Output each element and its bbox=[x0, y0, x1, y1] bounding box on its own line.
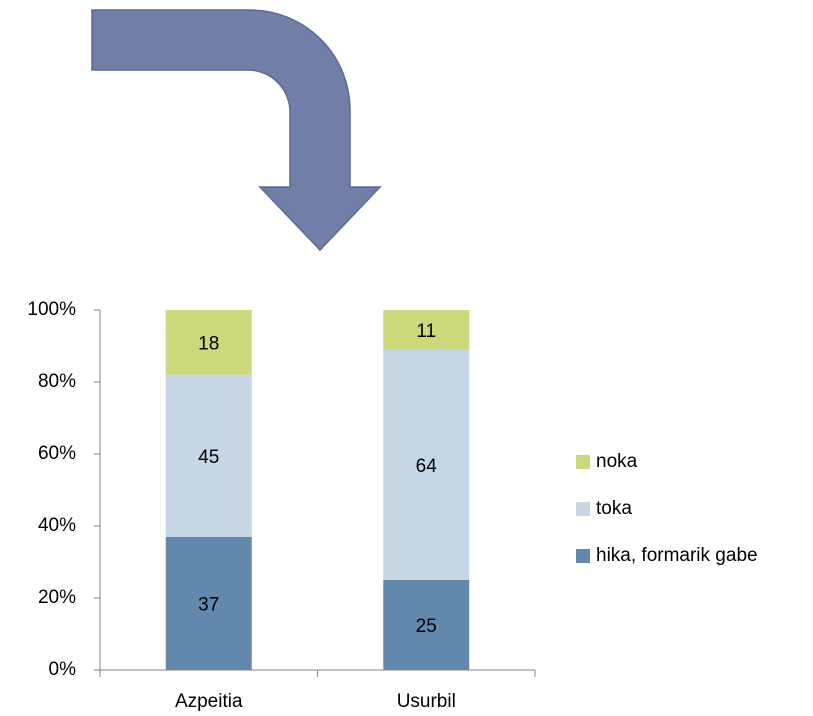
data-label: 37 bbox=[198, 594, 219, 615]
data-label: 25 bbox=[416, 616, 437, 637]
y-tick-label: 40% bbox=[38, 515, 76, 536]
y-tick-label: 20% bbox=[38, 587, 76, 608]
arrow bbox=[91, 9, 382, 252]
y-tick-label: 60% bbox=[38, 443, 76, 464]
data-label: 18 bbox=[198, 333, 219, 354]
x-tick-label: Azpeitia bbox=[175, 691, 243, 712]
bar-segment bbox=[383, 580, 470, 670]
legend-swatch bbox=[576, 549, 590, 563]
legend-swatch bbox=[576, 455, 590, 469]
bar-segment bbox=[383, 349, 470, 580]
data-label: 45 bbox=[198, 447, 219, 468]
bar-segment bbox=[165, 374, 252, 537]
legend-label: toka bbox=[596, 498, 632, 519]
y-tick-label: 0% bbox=[49, 659, 77, 680]
data-label: 64 bbox=[416, 456, 438, 477]
y-tick-label: 80% bbox=[38, 371, 76, 392]
data-label: 11 bbox=[416, 321, 436, 342]
bar-segment bbox=[165, 310, 252, 375]
bar-segment bbox=[165, 536, 252, 670]
bar-segment bbox=[383, 310, 470, 350]
legend-label: hika, formarik gabe bbox=[596, 545, 758, 566]
legend-swatch bbox=[576, 502, 590, 516]
legend-label: noka bbox=[596, 451, 638, 472]
x-tick-label: Usurbil bbox=[397, 691, 456, 712]
y-tick-label: 100% bbox=[27, 299, 76, 320]
